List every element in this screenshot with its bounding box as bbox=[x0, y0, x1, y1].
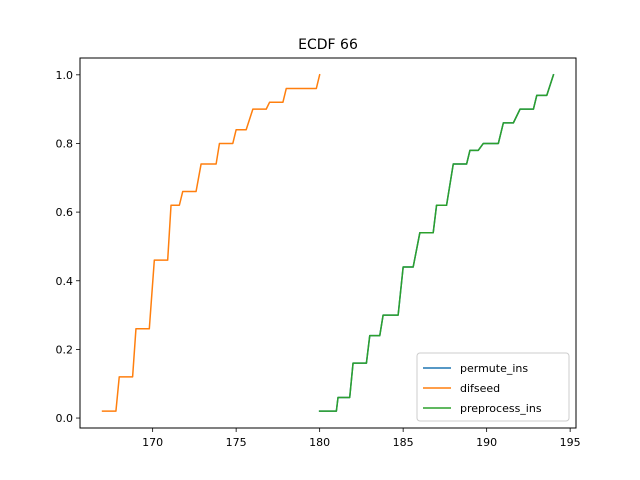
axes-layer bbox=[79, 57, 577, 429]
legend-box bbox=[416, 352, 570, 422]
y-tick-label: 0.6 bbox=[56, 206, 74, 219]
x-axis: 170 175 180 185 190 195 bbox=[142, 428, 581, 449]
x-tick-label: 170 bbox=[142, 436, 163, 449]
y-tick-label: 0.4 bbox=[56, 275, 74, 288]
x-tick-label: 195 bbox=[560, 436, 581, 449]
series-line-preprocess-ins bbox=[318, 73, 555, 412]
x-tick-label: 175 bbox=[226, 436, 247, 449]
x-tick-label: 185 bbox=[393, 436, 414, 449]
legend-label-preprocess-ins: preprocess_ins bbox=[460, 402, 542, 415]
series-layer bbox=[101, 73, 555, 412]
y-tick-label: 0.8 bbox=[56, 137, 74, 150]
legend-label-permute-ins: permute_ins bbox=[460, 362, 528, 375]
y-axis: 0.0 0.2 0.4 0.6 0.8 1.0 bbox=[56, 69, 80, 425]
axes-frame bbox=[79, 57, 577, 429]
x-tick-label: 180 bbox=[309, 436, 330, 449]
series-line-difseed bbox=[101, 73, 321, 412]
y-tick-label: 0.2 bbox=[56, 343, 74, 356]
y-tick-label: 0.0 bbox=[56, 412, 74, 425]
x-tick-label: 190 bbox=[476, 436, 497, 449]
y-tick-label: 1.0 bbox=[56, 69, 74, 82]
chart-title: ECDF 66 bbox=[298, 37, 358, 53]
legend-label-difseed: difseed bbox=[460, 382, 500, 395]
